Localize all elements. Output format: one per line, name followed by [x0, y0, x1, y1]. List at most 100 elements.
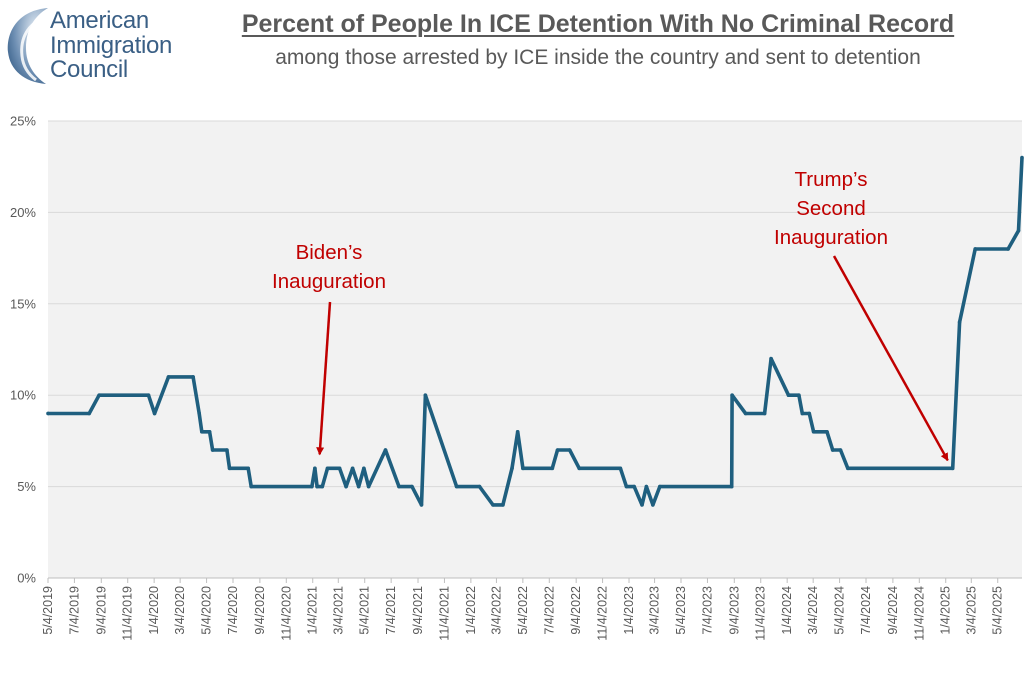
x-tick-label: 5/4/2024 — [833, 586, 847, 635]
series-point — [501, 503, 505, 507]
series-point — [515, 429, 520, 434]
series-point — [166, 375, 171, 379]
x-tick-label: 3/4/2025 — [964, 586, 978, 635]
logo-line-2: Immigration — [50, 31, 173, 59]
series-points — [46, 155, 1024, 507]
series-point — [423, 393, 428, 398]
series-point — [362, 466, 366, 471]
series-point — [87, 411, 91, 416]
x-tick-label: 1/4/2021 — [306, 586, 320, 635]
x-tick-label: 11/4/2021 — [437, 586, 451, 641]
series-point — [477, 484, 482, 489]
series-point — [197, 411, 202, 416]
series-point — [830, 448, 835, 452]
y-tick-label: 10% — [10, 388, 36, 403]
x-tick-label: 5/4/2025 — [991, 586, 1005, 635]
series-point — [640, 503, 644, 507]
series-point — [807, 411, 812, 416]
series-point — [644, 484, 649, 489]
x-tick-label: 3/4/2024 — [806, 586, 820, 635]
x-axis-ticks: 5/4/2019 7/4/2019 9/4/2019 11/4/2019 1/4/202… — [41, 578, 1005, 641]
plot-area — [48, 121, 1022, 578]
series-point — [320, 484, 325, 489]
series-point — [567, 448, 572, 452]
series-point — [491, 503, 495, 507]
series-point — [310, 484, 314, 489]
series-point — [521, 466, 525, 471]
y-tick-label: 25% — [10, 114, 36, 129]
x-tick-label: 1/4/2022 — [464, 586, 478, 635]
series-point — [1020, 155, 1024, 160]
annotation-label-line: Inauguration — [272, 270, 386, 293]
series-point — [246, 466, 250, 471]
x-tick-label: 7/4/2019 — [67, 586, 81, 635]
x-tick-label: 11/4/2024 — [912, 586, 926, 641]
annotation-label-line: Trump’s — [795, 168, 868, 191]
y-tick-label: 15% — [10, 296, 36, 311]
series-point — [227, 466, 232, 471]
series-point — [729, 484, 734, 489]
series-point — [313, 466, 317, 471]
series-point — [97, 393, 101, 398]
series-point — [618, 466, 623, 471]
x-tick-label: 7/4/2023 — [700, 586, 714, 635]
logo-line-3: Council — [50, 56, 128, 83]
series-point — [350, 466, 355, 471]
x-tick-label: 5/4/2019 — [41, 586, 55, 635]
x-tick-label: 5/4/2021 — [358, 586, 372, 635]
series-point — [383, 448, 388, 452]
annotation-label-line: Inauguration — [774, 226, 888, 249]
series-point — [786, 393, 791, 398]
annotation-arrow — [832, 255, 949, 462]
series-point — [555, 448, 560, 452]
x-tick-label: 1/4/2025 — [939, 586, 953, 635]
series-point — [344, 484, 348, 489]
series-point — [366, 484, 371, 489]
x-tick-label: 1/4/2024 — [780, 586, 794, 635]
series-point — [249, 484, 254, 489]
chart-title: Percent of People In ICE Detention With … — [241, 10, 955, 38]
logo-line-1: American — [50, 7, 149, 34]
series-point — [769, 356, 773, 361]
series-point — [454, 484, 459, 489]
series-point — [46, 411, 50, 416]
series-point — [152, 411, 157, 416]
series-point — [225, 448, 229, 452]
x-tick-label: 3/4/2022 — [489, 586, 503, 635]
series-point — [797, 393, 801, 398]
x-tick-label: 7/4/2022 — [542, 586, 556, 635]
logo-wordmark: American Immigration Council — [50, 7, 173, 83]
series-point — [632, 484, 637, 489]
x-tick-label: 11/4/2023 — [754, 586, 768, 641]
series-point — [651, 503, 655, 507]
x-tick-label: 11/4/2020 — [279, 586, 293, 641]
series-point — [762, 411, 767, 416]
y-axis-ticks: 0% 5% 10% 15% 20% 25% — [10, 114, 36, 586]
annotation-label-line: Biden’s — [296, 241, 363, 264]
series-point — [315, 484, 319, 489]
series-point — [550, 466, 555, 471]
series-point — [838, 448, 843, 452]
x-tick-label: 11/4/2022 — [596, 586, 610, 641]
series-point — [973, 247, 978, 251]
series-point — [397, 484, 401, 489]
series-point — [730, 393, 734, 398]
x-tick-label: 7/4/2024 — [859, 586, 873, 635]
series-point — [1016, 228, 1021, 233]
series-point — [1006, 247, 1010, 251]
x-tick-label: 5/4/2022 — [516, 586, 530, 635]
x-tick-label: 9/4/2023 — [727, 586, 741, 635]
chart-subtitle: among those arrested by ICE inside the c… — [275, 46, 921, 69]
american-immigration-council-logo: American Immigration Council — [4, 4, 184, 86]
annotations: Biden’s Inauguration Trump’s Second Inaugura… — [272, 168, 949, 462]
x-tick-label: 5/4/2023 — [674, 586, 688, 635]
annotation-arrow — [316, 301, 332, 456]
series-point — [811, 429, 816, 434]
series-point — [210, 448, 215, 452]
series-point — [325, 466, 330, 471]
annotation-label-line: Second — [796, 197, 866, 220]
y-tick-label: 20% — [10, 205, 36, 220]
series-point — [846, 466, 850, 471]
